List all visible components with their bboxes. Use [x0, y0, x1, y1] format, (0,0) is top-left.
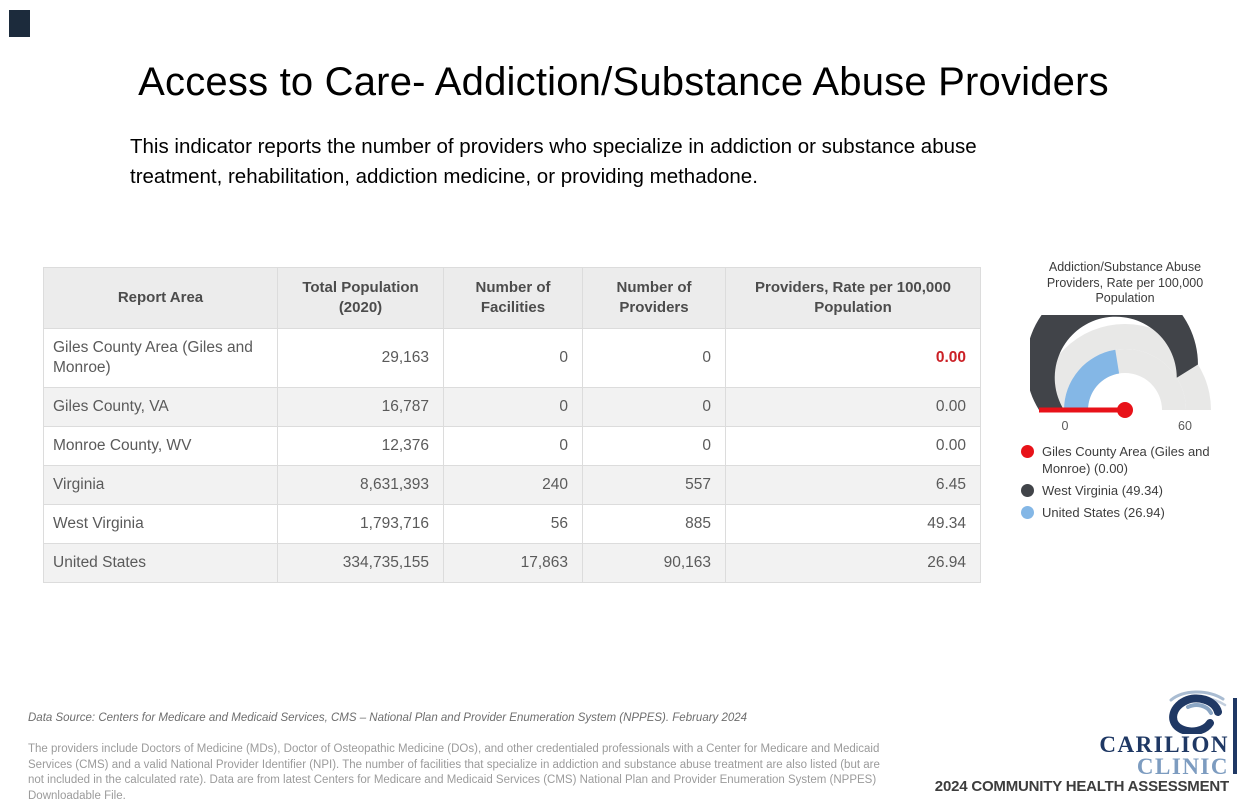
gauge-legend: Giles County Area (Giles and Monroe) (0.…	[1021, 443, 1245, 521]
cell-area: United States	[43, 543, 278, 583]
col-number-providers: Number of Providers	[582, 267, 726, 329]
cell-facilities: 240	[443, 465, 583, 505]
logo-text-clinic: CLINIC	[1136, 754, 1229, 779]
assessment-tagline: 2024 COMMUNITY HEALTH ASSESSMENT	[934, 778, 1229, 795]
cell-population: 334,735,155	[277, 543, 444, 583]
cell-providers: 885	[582, 504, 726, 544]
legend-item: United States (26.94)	[1021, 504, 1245, 521]
legend-dot-red	[1021, 444, 1034, 458]
cell-rate: 0.00	[725, 387, 981, 427]
cell-facilities: 17,863	[443, 543, 583, 583]
col-number-facilities: Number of Facilities	[443, 267, 583, 329]
gauge-axis: 0 60	[1030, 419, 1220, 435]
cell-providers: 0	[582, 387, 726, 427]
cell-population: 29,163	[277, 328, 444, 388]
methodology-note: The providers include Doctors of Medicin…	[28, 743, 880, 802]
gauge-title: Addiction/Substance Abuse Providers, Rat…	[1046, 260, 1204, 305]
table-row: Giles County Area (Giles and Monroe) 29,…	[43, 328, 981, 388]
corner-marker	[9, 10, 30, 37]
carilion-logo-icon	[1169, 690, 1227, 734]
cell-providers: 0	[582, 426, 726, 466]
brand-divider-bar	[1233, 698, 1237, 774]
gauge-tick-max: 60	[1178, 418, 1192, 433]
table-row: Virginia 8,631,393 240 557 6.45	[43, 465, 981, 505]
col-report-area: Report Area	[43, 267, 278, 329]
cell-rate: 0.00	[725, 328, 981, 388]
cell-rate: 6.45	[725, 465, 981, 505]
cell-area: Virginia	[43, 465, 278, 505]
col-rate: Providers, Rate per 100,000 Population	[725, 267, 981, 329]
cell-providers: 90,163	[582, 543, 726, 583]
col-total-population: Total Population (2020)	[277, 267, 444, 329]
cell-facilities: 56	[443, 504, 583, 544]
cell-facilities: 0	[443, 387, 583, 427]
legend-item: Giles County Area (Giles and Monroe) (0.…	[1021, 443, 1245, 477]
indicator-description: This indicator reports the number of pro…	[130, 135, 977, 188]
cell-providers: 557	[582, 465, 726, 505]
cell-area: Giles County, VA	[43, 387, 278, 427]
legend-item: West Virginia (49.34)	[1021, 482, 1245, 499]
cell-facilities: 0	[443, 328, 583, 388]
legend-label: Giles County Area (Giles and Monroe) (0.…	[1042, 443, 1210, 476]
cell-rate: 49.34	[725, 504, 981, 544]
cell-area: West Virginia	[43, 504, 278, 544]
cell-population: 1,793,716	[277, 504, 444, 544]
table-row: United States 334,735,155 17,863 90,163 …	[43, 543, 981, 583]
cell-area: Giles County Area (Giles and Monroe)	[43, 328, 278, 388]
legend-dot-blue	[1021, 505, 1034, 519]
gauge-panel: Addiction/Substance Abuse Providers, Rat…	[1005, 260, 1245, 526]
cell-rate: 0.00	[725, 426, 981, 466]
legend-label: West Virginia (49.34)	[1042, 482, 1163, 498]
page-title: Access to Care- Addiction/Substance Abus…	[138, 60, 1109, 104]
table-row: Giles County, VA 16,787 0 0 0.00	[43, 387, 981, 427]
table-header: Report Area Total Population (2020) Numb…	[43, 267, 981, 329]
cell-facilities: 0	[443, 426, 583, 466]
data-source-note: Data Source: Centers for Medicare and Me…	[28, 712, 748, 724]
cell-population: 12,376	[277, 426, 444, 466]
providers-table: Report Area Total Population (2020) Numb…	[43, 267, 981, 583]
cell-population: 8,631,393	[277, 465, 444, 505]
gauge-tick-min: 0	[1061, 418, 1069, 433]
cell-area: Monroe County, WV	[43, 426, 278, 466]
branding-block: CARILION CLINIC 2024 COMMUNITY HEALTH AS…	[935, 690, 1237, 800]
table-row: West Virginia 1,793,716 56 885 49.34	[43, 504, 981, 544]
legend-label: United States (26.94)	[1042, 504, 1165, 520]
gauge-chart	[1025, 277, 1211, 418]
table-row: Monroe County, WV 12,376 0 0 0.00	[43, 426, 981, 466]
legend-dot-dark	[1021, 483, 1034, 497]
logo-text-carilion: CARILION	[1099, 732, 1229, 757]
cell-rate: 26.94	[725, 543, 981, 583]
cell-population: 16,787	[277, 387, 444, 427]
cell-providers: 0	[582, 328, 726, 388]
